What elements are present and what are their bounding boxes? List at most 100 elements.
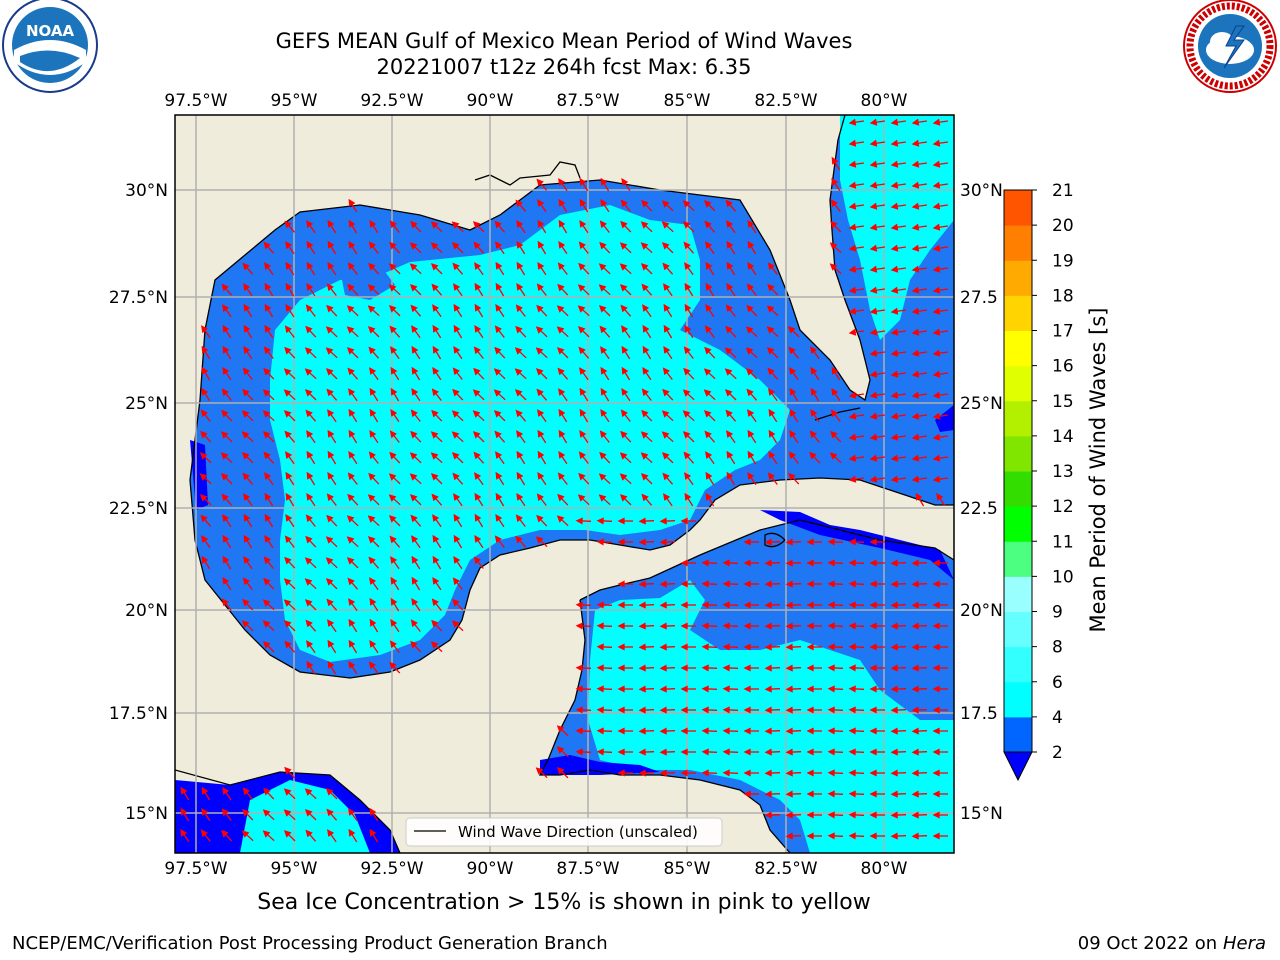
wave-arrow-head <box>557 472 565 481</box>
wave-arrow-head <box>764 622 772 630</box>
wave-arrow-head <box>869 832 877 840</box>
wave-arrow-head <box>785 811 793 819</box>
wave-arrow-head <box>326 283 334 292</box>
wave-arrow-head <box>911 664 919 672</box>
wave-arrow-head <box>617 538 625 546</box>
wave-arrow-head <box>409 284 418 292</box>
wave-arrow-head <box>264 534 272 543</box>
wave-arrow-head <box>911 265 920 273</box>
wave-arrow-head <box>911 139 920 147</box>
wave-arrow-head <box>725 199 733 208</box>
wave-arrow-head <box>348 240 356 249</box>
wave-arrow-head <box>347 493 355 502</box>
wave-arrow-head <box>472 431 481 439</box>
colorbar-segment <box>1004 190 1032 226</box>
wave-arrow-head <box>848 601 856 609</box>
wave-arrow-head <box>704 346 712 355</box>
wave-arrow-head <box>537 240 545 249</box>
wave-arrow-head <box>659 727 667 735</box>
wave-arrow-head <box>642 345 650 354</box>
wave-arrow-head <box>682 431 691 439</box>
wave-arrow-head <box>764 706 772 714</box>
wave-arrow-head <box>936 493 944 501</box>
wave-arrow-head <box>726 220 734 228</box>
wave-arrow-head <box>389 535 397 544</box>
wave-arrow-head <box>911 328 920 336</box>
wave-arrow-head <box>221 409 229 418</box>
wave-arrow-head <box>388 473 397 481</box>
wave-arrow-head <box>535 347 544 355</box>
wave-arrow-head <box>806 538 814 546</box>
wave-arrow-head <box>617 580 625 588</box>
wave-arrow-head <box>598 494 607 502</box>
wave-arrow-head <box>869 748 877 756</box>
wave-arrow-head <box>241 431 250 439</box>
wave-arrow-head <box>745 368 754 376</box>
wave-arrow-head <box>473 556 481 565</box>
wave-arrow-head <box>932 412 941 420</box>
lon-tick: 85°W <box>664 91 711 111</box>
wave-arrow-head <box>432 324 440 333</box>
wave-arrow-head <box>683 451 691 460</box>
wave-arrow-head <box>911 433 920 441</box>
wave-arrow-head <box>222 304 230 313</box>
wave-arrow-head <box>620 220 628 229</box>
wave-arrow-head <box>516 450 524 459</box>
wave-arrow-head <box>305 304 313 313</box>
wave-arrow-head <box>241 830 250 838</box>
wave-arrow-head <box>369 597 377 606</box>
wave-arrow-head <box>220 452 229 460</box>
wave-arrow-head <box>596 727 604 735</box>
colorbar-under-extension <box>1003 751 1033 782</box>
colorbar-tick-label: 17 <box>1052 322 1074 342</box>
wave-arrow-head <box>869 223 878 231</box>
wave-arrow-head <box>848 664 856 672</box>
wave-arrow-head <box>451 452 460 460</box>
wave-arrow-head <box>305 514 313 523</box>
wave-arrow-head <box>201 786 209 795</box>
wave-arrow-head <box>661 200 670 208</box>
wave-arrow-head <box>264 282 272 291</box>
lon-tick: 90°W <box>467 859 514 879</box>
wave-arrow-head <box>932 685 940 693</box>
wave-arrow-head <box>785 643 793 651</box>
wave-arrow-head <box>579 219 587 228</box>
wave-arrow-head <box>201 366 209 375</box>
wave-arrow-head <box>596 517 604 525</box>
wave-arrow-head <box>389 661 397 670</box>
wave-arrow-head <box>304 788 313 796</box>
wave-arrow-head <box>367 536 376 544</box>
wave-arrow-head <box>348 598 356 606</box>
wave-arrow-head <box>848 811 856 819</box>
wave-arrow-head <box>262 389 271 397</box>
wave-arrow-head <box>305 619 313 628</box>
wave-arrow-head <box>367 305 376 313</box>
wave-arrow-head <box>932 160 941 168</box>
wave-arrow-head <box>304 368 313 376</box>
wave-arrow-head <box>722 685 730 693</box>
colorbar-tick-label: 12 <box>1052 497 1074 517</box>
colorbar-tick-label: 8 <box>1052 638 1063 658</box>
wave-arrow-head <box>726 261 734 270</box>
wave-arrow-head <box>619 284 628 292</box>
wave-arrow-head <box>201 535 209 543</box>
wave-arrow-head <box>890 685 898 693</box>
wave-arrow-head <box>263 346 271 355</box>
lon-tick: 92.5°W <box>360 859 423 879</box>
wave-arrow-head <box>306 450 314 459</box>
wave-arrow-head <box>306 471 314 480</box>
wave-arrow-head <box>848 748 856 756</box>
wave-arrow-head <box>704 325 712 334</box>
wave-arrow-head <box>619 494 628 502</box>
wave-arrow-head <box>537 429 545 438</box>
wave-arrow-head <box>831 177 839 186</box>
wave-arrow-head <box>809 430 817 439</box>
wave-arrow-head <box>869 706 877 714</box>
wave-arrow-head <box>495 513 503 522</box>
wave-arrow-head <box>827 664 835 672</box>
wave-arrow-head <box>743 769 751 777</box>
lat-tick: 17.5°N <box>109 704 168 724</box>
colorbar-segment <box>1004 400 1032 437</box>
wave-arrow-head <box>743 748 751 756</box>
wave-arrow-head <box>493 368 502 376</box>
